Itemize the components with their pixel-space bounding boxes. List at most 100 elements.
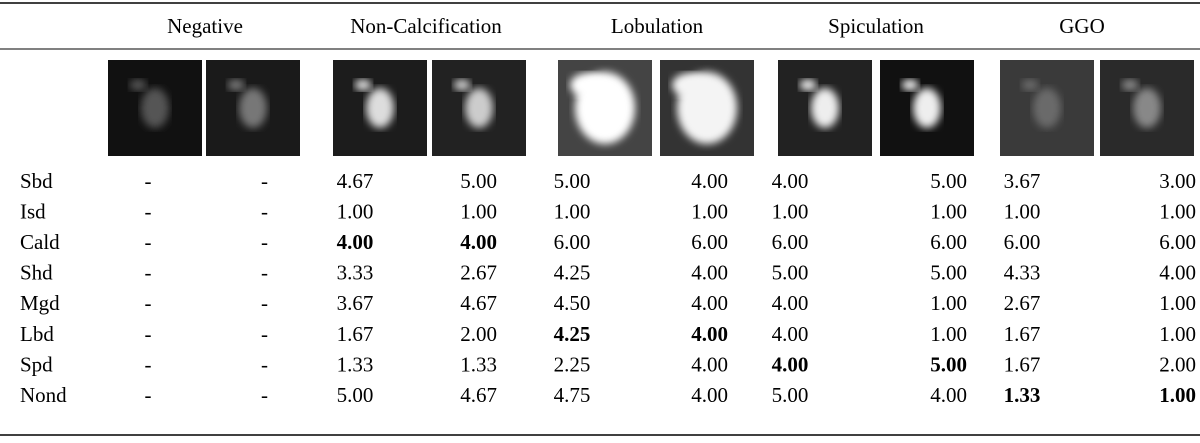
row-label: Cald bbox=[20, 230, 60, 254]
cell: 2.00 bbox=[1159, 352, 1196, 376]
cell: 4.00 bbox=[930, 383, 967, 407]
cell: 1.00 bbox=[930, 291, 967, 315]
cell: 1.00 bbox=[337, 199, 374, 223]
row-label: Sbd bbox=[20, 169, 53, 193]
cell: 6.00 bbox=[1159, 230, 1196, 254]
thumbnail-blob bbox=[239, 88, 267, 128]
image-row bbox=[108, 60, 1194, 156]
cell: 4.00 bbox=[772, 352, 809, 376]
cell: 5.00 bbox=[460, 169, 497, 193]
group-header: Negative bbox=[167, 14, 243, 38]
cell: 1.67 bbox=[1004, 352, 1041, 376]
cell: 5.00 bbox=[930, 169, 967, 193]
cell: - bbox=[145, 352, 152, 376]
cell: 1.00 bbox=[691, 199, 728, 223]
cell: 4.67 bbox=[460, 383, 497, 407]
thumbnail-blob bbox=[902, 79, 919, 90]
cell: 1.67 bbox=[337, 322, 374, 346]
cell: 6.00 bbox=[930, 230, 967, 254]
cell: 3.33 bbox=[337, 261, 374, 285]
thumbnail-blob bbox=[366, 88, 394, 128]
cell: - bbox=[145, 322, 152, 346]
cell: 5.00 bbox=[772, 383, 809, 407]
thumbnail-blob bbox=[800, 79, 817, 90]
cell: 4.75 bbox=[554, 383, 591, 407]
row-label: Isd bbox=[20, 199, 46, 223]
cell: 1.00 bbox=[930, 199, 967, 223]
thumbnail-blob bbox=[228, 79, 245, 90]
cell: 3.67 bbox=[337, 291, 374, 315]
thumbnail-blob bbox=[454, 79, 471, 90]
cell: 1.67 bbox=[1004, 322, 1041, 346]
thumbnail-blob bbox=[1033, 88, 1061, 128]
thumbnail-blob bbox=[672, 73, 708, 97]
cell: - bbox=[261, 383, 268, 407]
cell: 4.00 bbox=[691, 169, 728, 193]
cell: 3.00 bbox=[1159, 169, 1196, 193]
cell: 4.00 bbox=[460, 230, 497, 254]
cell: 5.00 bbox=[930, 352, 967, 376]
cell: 2.00 bbox=[460, 322, 497, 346]
cell: 4.00 bbox=[772, 169, 809, 193]
row-label: Nond bbox=[20, 383, 67, 407]
cell: 4.00 bbox=[691, 383, 728, 407]
cell: 6.00 bbox=[1004, 230, 1041, 254]
row-label: Shd bbox=[20, 261, 53, 285]
row-label: Spd bbox=[20, 352, 53, 376]
cell: 4.00 bbox=[691, 352, 728, 376]
cell: 1.00 bbox=[1159, 322, 1196, 346]
cell: 4.00 bbox=[1159, 261, 1196, 285]
cell: 4.67 bbox=[460, 291, 497, 315]
cell: 1.33 bbox=[460, 352, 497, 376]
thumbnail-blob bbox=[355, 79, 372, 90]
cell: - bbox=[145, 261, 152, 285]
cell: 4.33 bbox=[1004, 261, 1041, 285]
cell: 4.00 bbox=[772, 322, 809, 346]
thumbnail-blob bbox=[1022, 79, 1039, 90]
cell: 1.00 bbox=[554, 199, 591, 223]
thumbnail-blob bbox=[1122, 79, 1139, 90]
cell: 1.33 bbox=[1004, 383, 1041, 407]
cell: 5.00 bbox=[337, 383, 374, 407]
cell: - bbox=[261, 199, 268, 223]
cell: - bbox=[261, 322, 268, 346]
thumbnail-blob bbox=[141, 88, 169, 128]
cell: 1.33 bbox=[337, 352, 374, 376]
cell: 4.00 bbox=[337, 230, 374, 254]
cell: 5.00 bbox=[554, 169, 591, 193]
thumbnail-blob bbox=[811, 88, 839, 128]
cell: 4.00 bbox=[691, 291, 728, 315]
cell: 1.00 bbox=[1159, 383, 1196, 407]
cell: - bbox=[261, 261, 268, 285]
group-header: Spiculation bbox=[828, 14, 924, 38]
thumbnail-blob bbox=[570, 73, 606, 97]
cell: - bbox=[145, 169, 152, 193]
cell: - bbox=[261, 352, 268, 376]
cell: 1.00 bbox=[460, 199, 497, 223]
cell: 4.00 bbox=[691, 322, 728, 346]
cell: 4.00 bbox=[691, 261, 728, 285]
cell: 1.00 bbox=[1159, 199, 1196, 223]
thumbnail-blob bbox=[465, 88, 493, 128]
table: Negative Non-Calcification Lobulation Spicu… bbox=[0, 0, 1200, 438]
cell: 4.25 bbox=[554, 261, 591, 285]
thumbnail-blob bbox=[1133, 88, 1161, 128]
group-header: Non-Calcification bbox=[350, 14, 502, 38]
row-label: Lbd bbox=[20, 322, 54, 346]
cell: 3.67 bbox=[1004, 169, 1041, 193]
cell: 1.00 bbox=[1159, 291, 1196, 315]
cell: 5.00 bbox=[772, 261, 809, 285]
cell: 6.00 bbox=[554, 230, 591, 254]
cell: - bbox=[261, 291, 268, 315]
group-header: Lobulation bbox=[611, 14, 704, 38]
cell: - bbox=[261, 230, 268, 254]
thumbnail-blob bbox=[130, 79, 147, 90]
cell: 4.67 bbox=[337, 169, 374, 193]
cell: - bbox=[145, 199, 152, 223]
cell: - bbox=[261, 169, 268, 193]
row-label: Mgd bbox=[20, 291, 60, 315]
cell: 2.67 bbox=[1004, 291, 1041, 315]
cell: 1.00 bbox=[930, 322, 967, 346]
cell: - bbox=[145, 291, 152, 315]
cell: 1.00 bbox=[1004, 199, 1041, 223]
